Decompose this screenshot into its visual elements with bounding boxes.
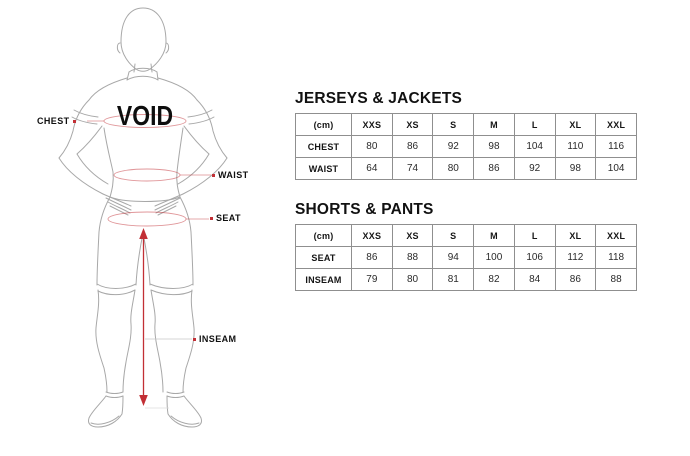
table-row: CHEST 80 86 92 98 104 110 116 [295, 135, 637, 158]
column-header: M [473, 113, 515, 136]
waist-measure-ellipse [113, 168, 181, 182]
jerseys-jackets-table: (cm) XXS XS S M L XL XXL CHEST 80 86 92 … [295, 113, 637, 180]
chest-marker-dot [72, 119, 76, 123]
column-header: XXS [351, 113, 393, 136]
size-value-cell: 79 [351, 268, 393, 291]
size-value-cell: 104 [513, 135, 556, 158]
row-label: INSEAM [295, 268, 352, 291]
size-value-cell: 104 [595, 157, 637, 180]
shorts-pants-table: (cm) XXS XS S M L XL XXL SEAT 86 88 94 1… [295, 224, 637, 291]
column-header: L [513, 224, 556, 247]
seat-label-text: SEAT [216, 213, 241, 223]
column-header: S [432, 224, 475, 247]
column-header: XS [391, 113, 434, 136]
size-value-cell: 110 [554, 135, 597, 158]
size-value-cell: 94 [432, 246, 475, 269]
row-label: WAIST [295, 157, 352, 180]
column-header: XS [391, 224, 434, 247]
size-value-cell: 112 [554, 246, 597, 269]
column-header: L [513, 113, 556, 136]
size-value-cell: 98 [473, 135, 515, 158]
size-value-cell: 81 [432, 268, 475, 291]
column-header: XXL [595, 113, 637, 136]
waist-marker-dot [212, 173, 215, 177]
column-header: (cm) [295, 224, 352, 247]
column-header: XXS [351, 224, 393, 247]
inseam-label: INSEAM [193, 334, 236, 344]
size-value-cell: 82 [473, 268, 515, 291]
size-value-cell: 92 [432, 135, 475, 158]
row-label: SEAT [295, 246, 352, 269]
table-row: INSEAM 79 80 81 82 84 86 88 [295, 268, 637, 291]
label-connector-lines [87, 120, 211, 409]
size-value-cell: 80 [351, 135, 393, 158]
column-header: (cm) [295, 113, 352, 136]
table-header-row: (cm) XXS XS S M L XL XXL [295, 113, 637, 136]
chest-label-text: CHEST [37, 116, 70, 126]
chest-label: CHEST [37, 116, 76, 126]
seat-label: SEAT [210, 213, 241, 223]
inseam-arrow [139, 228, 148, 406]
size-value-cell: 86 [351, 246, 393, 269]
size-value-cell: 92 [513, 157, 556, 180]
size-value-cell: 106 [513, 246, 556, 269]
column-header: XL [554, 224, 597, 247]
section-title: SHORTS & PANTS [295, 201, 434, 218]
size-value-cell: 64 [351, 157, 393, 180]
seat-measure-ellipse [107, 211, 187, 227]
size-value-cell: 116 [595, 135, 637, 158]
seat-marker-dot [210, 216, 213, 220]
section-title: JERSEYS & JACKETS [295, 90, 463, 107]
brand-logo: VOID [116, 100, 174, 131]
waist-label: WAIST [212, 170, 249, 180]
shorts-pants-section: SHORTS & PANTS (cm) XXS XS S M L XL XXL … [295, 202, 639, 291]
size-value-cell: 86 [391, 135, 434, 158]
column-header: S [432, 113, 475, 136]
size-value-cell: 80 [391, 268, 434, 291]
body-outline [58, 7, 228, 428]
size-value-cell: 84 [513, 268, 556, 291]
figure-panel: VOID CHEST WAIST SEAT INSEAM [0, 0, 280, 456]
column-header: M [473, 224, 515, 247]
size-value-cell: 100 [473, 246, 515, 269]
jerseys-jackets-section: JERSEYS & JACKETS (cm) XXS XS S M L XL X… [295, 91, 639, 180]
column-header: XL [554, 113, 597, 136]
table-header-row: (cm) XXS XS S M L XL XXL [295, 224, 637, 247]
table-row: WAIST 64 74 80 86 92 98 104 [295, 157, 637, 180]
size-value-cell: 86 [554, 268, 597, 291]
size-value-cell: 118 [595, 246, 637, 269]
size-value-cell: 80 [432, 157, 475, 180]
size-value-cell: 86 [473, 157, 515, 180]
body-outline-drawing [58, 7, 228, 428]
table-row: SEAT 86 88 94 100 106 112 118 [295, 246, 637, 269]
column-header: XXL [595, 224, 637, 247]
waist-label-text: WAIST [218, 170, 249, 180]
size-value-cell: 88 [595, 268, 637, 291]
size-value-cell: 98 [554, 157, 597, 180]
inseam-label-text: INSEAM [199, 334, 237, 344]
inseam-marker-dot [193, 337, 196, 341]
size-value-cell: 88 [391, 246, 434, 269]
row-label: CHEST [295, 135, 352, 158]
size-value-cell: 74 [391, 157, 434, 180]
